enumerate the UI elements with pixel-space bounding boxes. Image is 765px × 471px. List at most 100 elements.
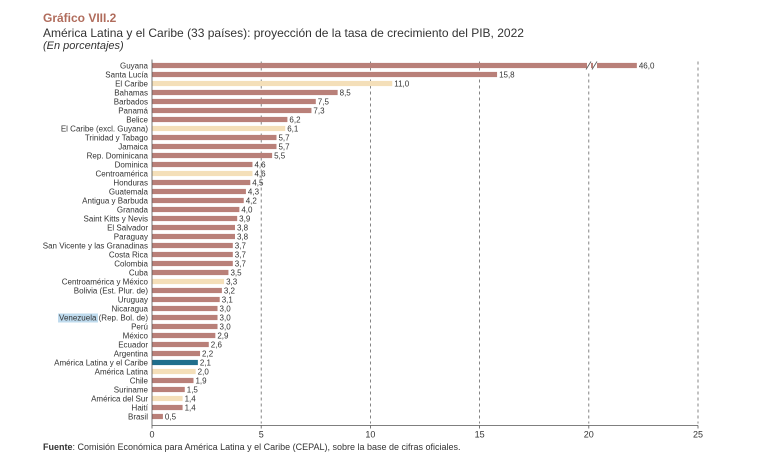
axis-break-mark bbox=[591, 61, 598, 70]
value-label: 15,8 bbox=[499, 71, 515, 80]
category-label: Barbados bbox=[114, 98, 148, 107]
value-label: 1,4 bbox=[185, 404, 197, 413]
axis-break-gap bbox=[587, 60, 591, 71]
bar bbox=[152, 71, 498, 78]
bar bbox=[152, 206, 240, 213]
bar bbox=[152, 170, 253, 177]
category-label: Dominica bbox=[115, 161, 149, 170]
category-label: Belice bbox=[126, 116, 148, 125]
bar bbox=[152, 80, 393, 87]
bar bbox=[152, 332, 216, 339]
bar bbox=[152, 179, 251, 186]
category-label: Costa Rica bbox=[109, 251, 149, 260]
value-label: 2,1 bbox=[200, 359, 212, 368]
category-label: Honduras bbox=[113, 179, 148, 188]
category-label: Nicaragua bbox=[112, 305, 149, 314]
value-label: 5,7 bbox=[278, 143, 290, 152]
value-label: 1,9 bbox=[195, 377, 207, 386]
bar bbox=[152, 395, 183, 402]
value-label: 8,5 bbox=[340, 89, 352, 98]
category-label: América Latina bbox=[95, 368, 149, 377]
value-label: 3,7 bbox=[235, 251, 247, 260]
bar bbox=[152, 98, 316, 105]
category-label: Bahamas bbox=[114, 89, 148, 98]
value-label: 6,1 bbox=[287, 125, 299, 134]
bar bbox=[152, 350, 201, 357]
value-label: 3,0 bbox=[220, 305, 232, 314]
category-label: Argentina bbox=[114, 350, 149, 359]
bar bbox=[152, 404, 183, 411]
bar bbox=[152, 359, 198, 366]
bar bbox=[152, 125, 286, 132]
bar bbox=[152, 242, 233, 249]
value-label: 1,5 bbox=[187, 386, 199, 395]
value-label: 3,2 bbox=[224, 287, 236, 296]
bar bbox=[152, 251, 233, 258]
bar bbox=[152, 62, 637, 69]
bar bbox=[152, 314, 218, 321]
x-tick-label: 25 bbox=[693, 430, 703, 440]
value-label: 3,7 bbox=[235, 260, 247, 269]
bar bbox=[152, 89, 338, 96]
category-label: Colombia bbox=[114, 260, 148, 269]
category-label: Centroamérica y México bbox=[62, 278, 149, 287]
search-highlight bbox=[58, 313, 98, 323]
value-label: 3,3 bbox=[226, 278, 238, 287]
bar bbox=[152, 386, 185, 393]
bar bbox=[152, 413, 163, 420]
bar bbox=[152, 368, 196, 375]
value-label: 5,5 bbox=[274, 152, 286, 161]
category-label: Santa Lucía bbox=[105, 71, 148, 80]
value-label: 3,8 bbox=[237, 233, 249, 242]
source-label: Fuente bbox=[43, 442, 73, 452]
x-tick-label: 5 bbox=[259, 430, 264, 440]
bar bbox=[152, 233, 235, 240]
category-label-rest: (Rep. Bol. de) bbox=[96, 314, 148, 323]
value-label: 4,2 bbox=[246, 197, 258, 206]
category-label: El Salvador bbox=[107, 224, 148, 233]
value-label: 3,5 bbox=[230, 269, 242, 278]
chart-title: Gráfico VIII.2 bbox=[43, 11, 117, 25]
value-label: 3,0 bbox=[220, 323, 232, 332]
category-label: Trinidad y Tabago bbox=[85, 134, 149, 143]
value-label: 3,0 bbox=[220, 314, 232, 323]
bar bbox=[152, 278, 225, 285]
x-tick-label: 15 bbox=[475, 430, 485, 440]
bar bbox=[152, 116, 288, 123]
value-label: 4,5 bbox=[252, 179, 264, 188]
source-note: Fuente: Comisión Económica para América … bbox=[43, 442, 461, 452]
x-tick-label: 0 bbox=[149, 430, 154, 440]
x-tick-label: 20 bbox=[584, 430, 594, 440]
highlighted-word: Venezuela bbox=[59, 314, 97, 323]
bar bbox=[152, 287, 222, 294]
bar bbox=[152, 197, 244, 204]
value-label: 6,2 bbox=[289, 116, 301, 125]
x-tick-label: 10 bbox=[365, 430, 375, 440]
category-label: San Vicente y las Granadinas bbox=[43, 242, 148, 251]
bar bbox=[152, 161, 253, 168]
category-label: Centroamérica bbox=[96, 170, 149, 179]
bar bbox=[152, 143, 277, 150]
bar bbox=[152, 152, 273, 159]
category-label: Ecuador bbox=[118, 341, 148, 350]
value-label: 7,3 bbox=[313, 107, 325, 116]
bar bbox=[152, 107, 312, 114]
category-label: El Caribe (excl. Guyana) bbox=[61, 125, 148, 134]
category-label: América Latina y el Caribe bbox=[54, 359, 148, 368]
bar bbox=[152, 260, 233, 267]
category-label: Suriname bbox=[114, 386, 149, 395]
value-label: 0,5 bbox=[165, 413, 177, 422]
source-text: : Comisión Económica para América Latina… bbox=[72, 442, 461, 452]
category-label: El Caribe bbox=[115, 80, 148, 89]
bar bbox=[152, 215, 238, 222]
value-label: 4,3 bbox=[248, 188, 260, 197]
category-label: Guatemala bbox=[109, 188, 149, 197]
category-label: Uruguay bbox=[118, 296, 148, 305]
chart-units: (En porcentajes) bbox=[43, 40, 124, 52]
category-label: Panamá bbox=[118, 107, 148, 116]
axis-break-mark bbox=[585, 61, 592, 70]
bar bbox=[152, 341, 209, 348]
value-label: 5,7 bbox=[278, 134, 290, 143]
value-label: 2,6 bbox=[211, 341, 223, 350]
